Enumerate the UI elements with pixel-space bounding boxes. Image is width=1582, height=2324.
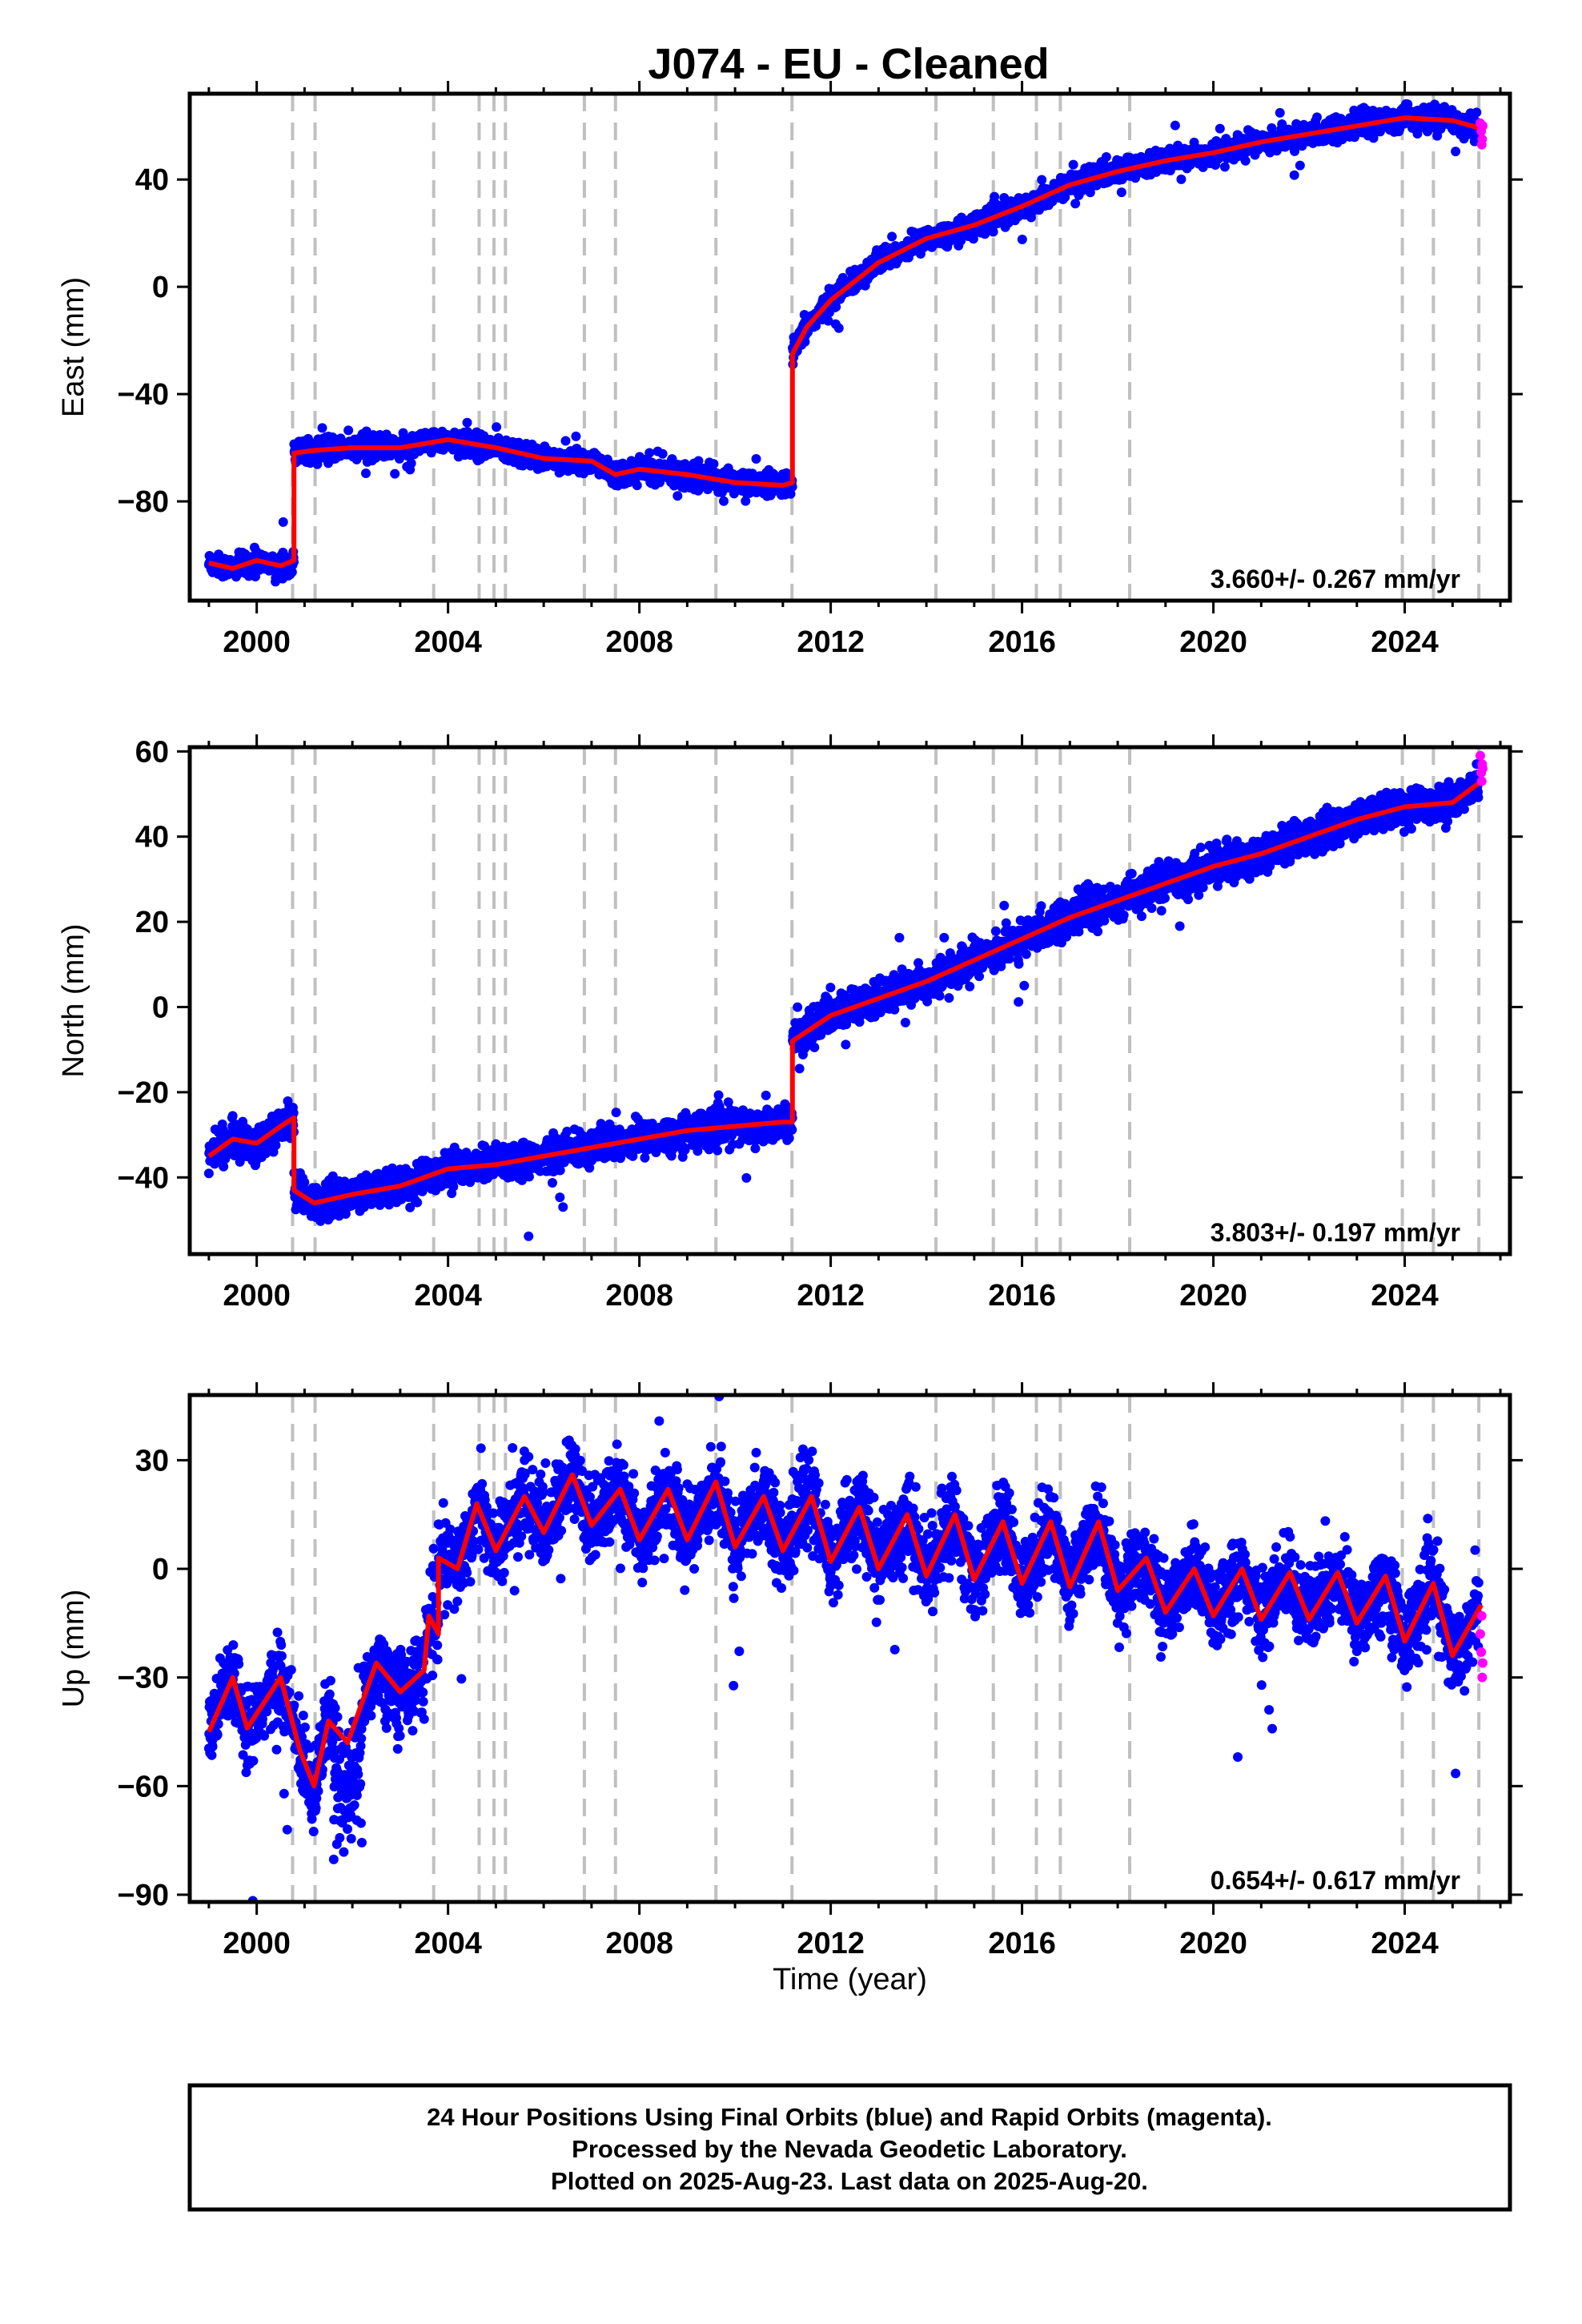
final-orbit-point	[823, 316, 833, 326]
rapid-orbit-point	[1476, 139, 1487, 150]
y-tick-label: −40	[118, 378, 169, 412]
final-orbit-point	[673, 491, 683, 501]
final-orbit-point	[360, 468, 371, 479]
final-orbit-point	[693, 456, 704, 466]
final-orbit-point	[219, 1161, 229, 1172]
final-orbit-points	[203, 758, 1484, 1241]
final-orbit-point	[340, 1208, 351, 1219]
final-orbit-point	[644, 448, 655, 458]
final-orbit-point	[1116, 187, 1126, 198]
y-tick-label: −80	[118, 485, 169, 519]
final-orbit-point	[1068, 159, 1078, 170]
final-orbit-point	[288, 1108, 299, 1118]
x-tick-label: 2008	[605, 625, 673, 659]
final-orbit-point	[315, 1216, 326, 1226]
final-orbit-point	[1037, 175, 1047, 185]
final-orbit-point	[1422, 127, 1432, 137]
final-orbit-point	[1240, 155, 1251, 166]
final-orbit-point	[492, 422, 502, 432]
final-orbit-point	[203, 1168, 214, 1179]
final-orbit-point	[227, 1111, 238, 1121]
final-orbit-point	[278, 517, 288, 527]
final-orbit-point	[887, 231, 897, 242]
x-tick-label: 2004	[414, 625, 482, 659]
final-orbit-point	[462, 417, 472, 428]
x-tick-label: 2016	[988, 625, 1056, 659]
final-orbit-point	[299, 1177, 310, 1188]
north-panel: 2000 2004 2008 2012 2016 2020 20246040200−20−4…	[57, 734, 1523, 1313]
final-orbit-point	[1215, 123, 1225, 134]
final-orbit-point	[751, 454, 761, 464]
final-orbit-point	[1275, 107, 1285, 118]
x-tick-label: 2000	[223, 625, 291, 659]
final-orbit-point	[811, 320, 821, 331]
final-orbit-points	[203, 99, 1484, 587]
final-orbit-point	[1101, 151, 1111, 162]
final-orbit-point	[956, 235, 966, 246]
x-tick-label: 2020	[1179, 625, 1247, 659]
plot-frame	[187, 91, 1512, 603]
figure-title: J074 - EU - Cleaned	[648, 40, 1049, 88]
final-orbit-point	[1290, 146, 1300, 156]
final-orbit-point	[1451, 147, 1461, 157]
final-orbit-point	[1289, 170, 1299, 180]
final-orbit-point	[1219, 162, 1230, 172]
final-orbit-point	[657, 448, 668, 459]
final-orbit-point	[317, 423, 327, 433]
y-tick-label: 0	[152, 271, 169, 304]
x-tick-label: 2012	[797, 625, 865, 659]
final-orbit-point	[719, 496, 729, 506]
final-orbit-point	[709, 459, 719, 469]
final-orbit-point	[1295, 160, 1305, 171]
final-orbit-point	[287, 567, 297, 577]
final-orbit-point	[1472, 107, 1482, 118]
velocity-label: 3.660+/- 0.267 mm/yr	[1211, 565, 1460, 593]
final-orbit-point	[632, 480, 642, 491]
final-orbit-point	[390, 468, 400, 479]
y-axis-label: East (mm)	[57, 277, 90, 417]
final-orbit-point	[1311, 112, 1322, 123]
final-orbit-point	[406, 458, 416, 468]
final-orbit-point	[1412, 129, 1423, 139]
final-orbit-point	[560, 436, 571, 446]
final-orbit-point	[988, 227, 998, 237]
final-orbit-point	[571, 431, 581, 441]
east-panel: 2000 2004 2008 2012 2016 2020 2024 40 0 −40 −80 Eas…	[57, 81, 1523, 659]
final-orbit-point	[1469, 136, 1480, 147]
rapid-orbit-point	[1477, 121, 1488, 131]
final-orbit-point	[312, 459, 323, 469]
final-orbit-point	[1070, 199, 1081, 209]
model-line	[208, 115, 1483, 571]
final-orbit-point	[343, 425, 354, 436]
y-tick-label: 40	[135, 163, 169, 197]
final-orbit-point	[741, 496, 751, 506]
final-orbit-point	[831, 302, 841, 312]
final-orbit-point	[833, 323, 844, 333]
final-orbit-point	[1170, 120, 1180, 131]
final-orbit-point	[1176, 174, 1186, 184]
x-tick-label: 2024	[1371, 625, 1439, 659]
final-orbit-point	[1017, 234, 1027, 244]
rapid-orbit-points	[1475, 118, 1488, 150]
